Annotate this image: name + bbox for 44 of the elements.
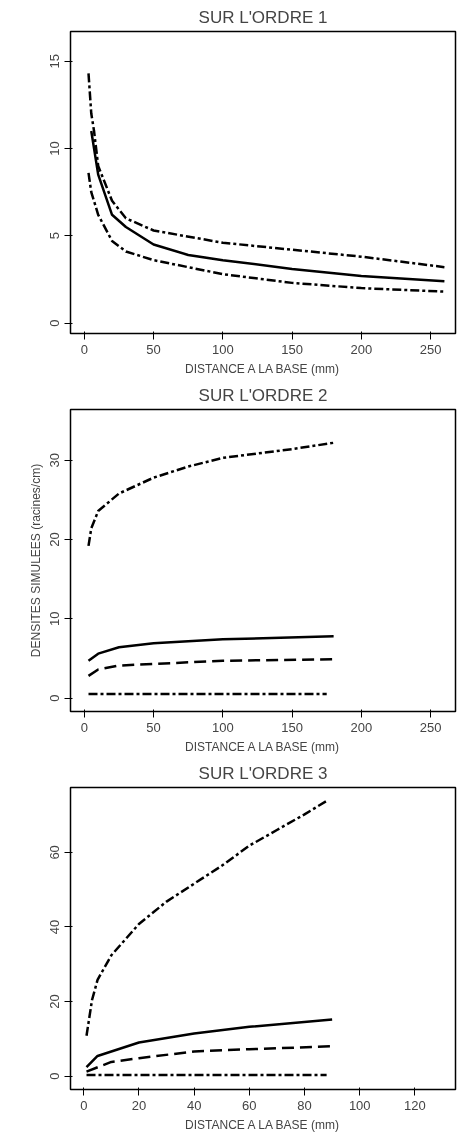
line-series: [85, 1018, 334, 1069]
line-series: [87, 171, 446, 293]
y-tick-label: 0: [47, 319, 63, 327]
x-tick-label: 20: [131, 1097, 147, 1113]
x-tick-label: 100: [348, 1097, 371, 1113]
x-tick-label: 0: [80, 341, 88, 357]
y-tick-label: 15: [47, 53, 63, 69]
y-tick-label: 60: [47, 845, 63, 860]
line-series: [87, 441, 335, 548]
y-tick-label: 20: [47, 532, 63, 547]
y-tick-label: 40: [47, 919, 63, 935]
line-series: [87, 657, 335, 678]
line-series: [85, 799, 328, 1038]
x-tick-label: 0: [80, 1097, 88, 1113]
x-tick-label: 60: [242, 1097, 257, 1113]
y-tick-label: 0: [47, 694, 63, 702]
line-series: [87, 634, 335, 663]
x-tick-label: 250: [419, 719, 442, 735]
y-tick-label: 20: [47, 994, 63, 1009]
x-tick-label: 200: [350, 719, 373, 735]
x-axis-title: DISTANCE A LA BASE (mm): [185, 1117, 339, 1132]
y-tick-label: 10: [47, 611, 63, 626]
x-tick-label: 50: [146, 719, 161, 735]
x-axis-title: DISTANCE A LA BASE (mm): [185, 739, 339, 754]
x-tick-label: 100: [211, 341, 234, 357]
y-tick-label: 5: [47, 232, 63, 240]
x-tick-label: 80: [297, 1097, 312, 1113]
chart-title: SUR L'ORDRE 2: [198, 385, 328, 405]
y-axis-title: DENSITES SIMULEES (racines/cm): [28, 463, 43, 658]
x-tick-label: 200: [350, 341, 373, 357]
x-tick-label: 250: [419, 341, 442, 357]
x-tick-label: 50: [146, 341, 161, 357]
x-axis-title: DISTANCE A LA BASE (mm): [185, 361, 339, 376]
x-tick-label: 0: [80, 719, 88, 735]
x-tick-label: 40: [186, 1097, 202, 1113]
y-tick-label: 0: [47, 1072, 63, 1080]
x-tick-label: 120: [404, 1097, 426, 1113]
y-tick-label: 10: [47, 141, 63, 156]
x-tick-label: 150: [281, 719, 303, 735]
y-tick-label: 30: [47, 452, 63, 468]
chart-title: SUR L'ORDRE 3: [198, 763, 328, 783]
x-tick-label: 100: [211, 719, 234, 735]
chart-title: SUR L'ORDRE 1: [198, 7, 328, 27]
x-tick-label: 150: [281, 341, 303, 357]
